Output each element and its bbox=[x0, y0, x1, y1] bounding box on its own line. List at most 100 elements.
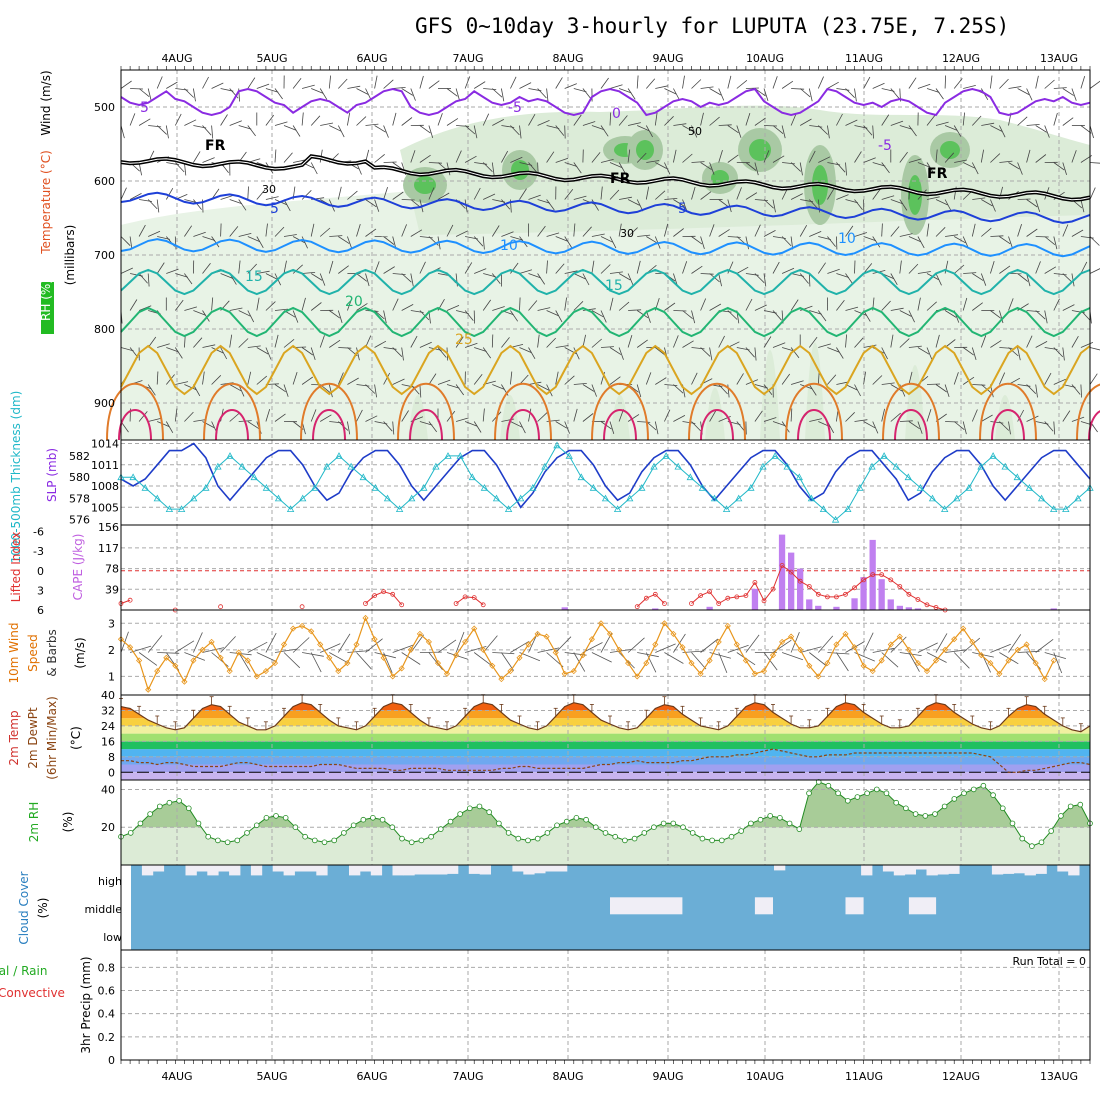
wind-barb bbox=[174, 347, 183, 359]
wind-barb bbox=[310, 223, 315, 237]
wind-barb bbox=[310, 273, 323, 281]
rh-marker bbox=[1029, 843, 1035, 849]
cloud-clear bbox=[272, 865, 284, 872]
wind-barb bbox=[582, 642, 603, 653]
wind-barb bbox=[455, 230, 468, 237]
wind-barb bbox=[473, 374, 483, 385]
wind-barb bbox=[247, 641, 268, 653]
thickness-marker bbox=[941, 505, 949, 512]
wind-barb bbox=[446, 88, 458, 97]
wind-barb bbox=[528, 194, 541, 200]
wind-barb bbox=[1026, 652, 1042, 670]
wind-speed-marker bbox=[1014, 646, 1021, 653]
wind-barb bbox=[120, 187, 127, 200]
cloud-clear-mid bbox=[610, 897, 683, 915]
y-tick-label: 16 bbox=[101, 735, 115, 748]
wind-barb bbox=[229, 334, 233, 348]
wind-barb bbox=[709, 410, 717, 422]
wind-barb bbox=[754, 224, 761, 237]
wind-barb bbox=[337, 186, 342, 200]
wind-speed-marker bbox=[371, 636, 378, 643]
wind-barb bbox=[899, 260, 902, 274]
wind-barb bbox=[745, 192, 758, 200]
y-tick-label: 600 bbox=[94, 175, 115, 188]
wind-barb bbox=[1071, 336, 1079, 348]
wind-barb bbox=[455, 417, 469, 422]
wind-barb bbox=[184, 384, 197, 391]
wind-barb bbox=[392, 378, 405, 385]
wind-barb bbox=[238, 652, 251, 672]
wind-barb bbox=[510, 640, 530, 653]
rh-marker bbox=[651, 824, 657, 830]
wind-barb bbox=[1017, 273, 1029, 282]
wind-speed-marker bbox=[715, 638, 722, 645]
thickness-marker bbox=[722, 505, 731, 512]
wind-barb bbox=[455, 384, 465, 396]
wind-barb bbox=[917, 271, 931, 274]
wind-speed-marker bbox=[779, 638, 786, 645]
wind-speed-marker bbox=[616, 646, 623, 653]
wind-barb bbox=[808, 88, 813, 102]
wind-barb bbox=[772, 199, 776, 213]
wind-barb bbox=[184, 225, 193, 237]
temperature-contour bbox=[591, 382, 649, 441]
wind-barb bbox=[818, 343, 831, 348]
wind-barb bbox=[609, 297, 614, 311]
wind-speed-marker bbox=[760, 668, 768, 675]
wind-barb bbox=[555, 345, 569, 348]
temperature-label: Temperature (°C) bbox=[39, 150, 53, 255]
wind-barb bbox=[347, 112, 351, 126]
wind-barb bbox=[790, 299, 799, 311]
wind-barb bbox=[1008, 298, 1014, 311]
wind-barb bbox=[1035, 384, 1038, 398]
wind-speed-marker bbox=[280, 641, 288, 648]
thickness-marker bbox=[819, 505, 828, 512]
cape-bar bbox=[561, 607, 568, 610]
wind-barb bbox=[872, 236, 881, 248]
thickness-marker bbox=[383, 494, 392, 502]
wind-barb bbox=[482, 408, 485, 422]
precip-label: 3hr Precip (mm) bbox=[79, 956, 93, 1053]
cloud-clear bbox=[316, 865, 328, 876]
wind-barb bbox=[166, 268, 179, 274]
wind-barb bbox=[682, 310, 693, 320]
left-tick-label: -6 bbox=[33, 526, 44, 539]
left-tick-label: 576 bbox=[69, 514, 90, 527]
wind-barb bbox=[202, 371, 205, 385]
cloud-clear bbox=[948, 865, 960, 874]
left-tick-label: -3 bbox=[33, 545, 44, 558]
wind-barb bbox=[881, 114, 890, 126]
wind-barb bbox=[718, 384, 728, 395]
rh-marker bbox=[622, 837, 628, 844]
wind-barb bbox=[256, 347, 269, 355]
wind-barb bbox=[790, 380, 804, 385]
temperature-contour bbox=[688, 382, 746, 441]
temp2m-label: 2m Temp bbox=[7, 710, 21, 765]
wind-barb bbox=[881, 382, 895, 385]
wind-barb bbox=[899, 338, 910, 348]
wind-barb bbox=[646, 160, 660, 163]
wind-barb bbox=[1026, 149, 1031, 163]
wind-barb bbox=[410, 335, 418, 348]
wind-barb bbox=[147, 635, 163, 653]
wind-barb bbox=[329, 339, 341, 348]
wind-barb bbox=[392, 347, 403, 357]
cloud-clear bbox=[1024, 865, 1036, 876]
date-label-bottom: 6AUG bbox=[356, 1070, 387, 1083]
wind-barb bbox=[573, 408, 578, 422]
wind-barb bbox=[872, 162, 886, 167]
wind-barb bbox=[374, 153, 385, 163]
cloud-clear bbox=[207, 865, 219, 876]
wind-barb bbox=[555, 421, 568, 429]
wind-speed-marker bbox=[145, 686, 152, 693]
rh-shade bbox=[940, 141, 960, 159]
wind-barb bbox=[184, 273, 193, 285]
wind-speed-marker bbox=[597, 620, 605, 627]
wind-speed-marker bbox=[208, 638, 215, 645]
temperature-contour bbox=[120, 268, 1091, 296]
contour-label: 30 bbox=[262, 183, 276, 196]
wind-barb bbox=[528, 273, 541, 279]
wind-barb bbox=[781, 652, 804, 661]
wind-barb bbox=[256, 83, 270, 89]
wind-barb bbox=[700, 236, 705, 250]
